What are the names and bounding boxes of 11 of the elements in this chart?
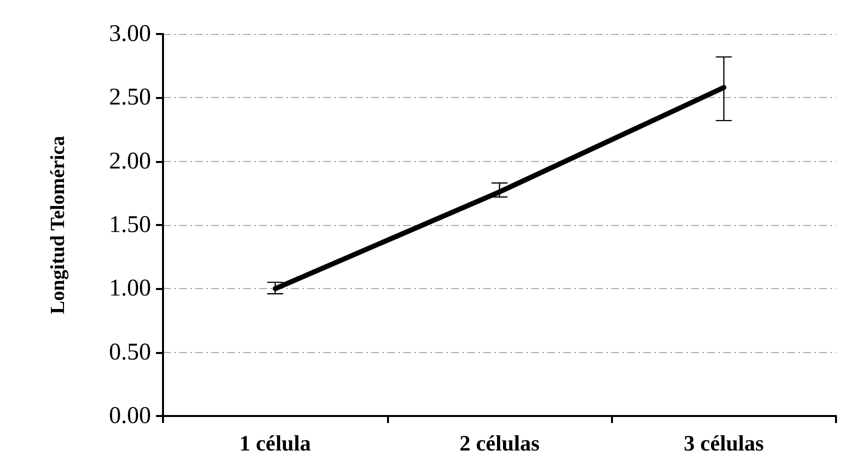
y-tick-label: 0.00 [109, 403, 151, 429]
y-tick-label: 0.50 [109, 339, 151, 366]
x-tick-label: 3 células [684, 430, 764, 456]
y-tick-label: 1.50 [109, 212, 151, 238]
x-tick-label: 1 célula [239, 430, 311, 456]
y-tick-label: 2.00 [109, 148, 151, 174]
y-tick-label: 2.50 [109, 84, 151, 111]
y-tick-label: 3.00 [109, 21, 151, 47]
y-tick-label: 1.00 [109, 276, 151, 302]
x-tick-label: 2 células [459, 430, 540, 456]
y-axis-title: Longitud Telomérica [47, 136, 69, 314]
